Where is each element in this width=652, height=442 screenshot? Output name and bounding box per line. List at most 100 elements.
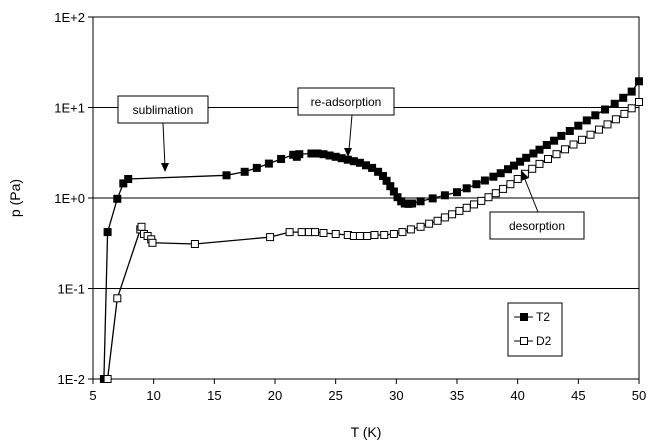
data-point-d2	[535, 159, 544, 168]
data-point-t2	[550, 136, 559, 145]
data-point-d2	[635, 98, 643, 106]
data-point-d2	[389, 230, 398, 238]
data-point-t2	[462, 184, 471, 193]
annotations: sublimation re-adsorption desorption	[117, 87, 585, 240]
data-point-d2	[578, 135, 586, 144]
data-point-d2	[103, 375, 112, 383]
data-point-t2	[582, 116, 591, 125]
data-point-d2	[406, 225, 415, 234]
data-point-t2	[124, 175, 133, 183]
data-point-t2	[557, 131, 566, 140]
annotation-arrow	[523, 176, 539, 213]
data-point-d2	[370, 231, 379, 239]
x-tick-label: 40	[510, 388, 524, 403]
data-point-d2	[455, 206, 464, 215]
data-point-d2	[470, 200, 478, 209]
data-point-d2	[448, 210, 457, 219]
data-point-t2	[574, 121, 583, 130]
x-tick-label: 50	[632, 388, 646, 403]
y-axis-title: p (Pa)	[7, 179, 23, 217]
y-tick-label: 1E-2	[58, 372, 85, 387]
data-point-d2	[544, 155, 552, 163]
x-tick-label: 35	[450, 388, 464, 403]
data-point-d2	[552, 150, 561, 159]
data-point-d2	[433, 216, 442, 225]
data-point-t2	[522, 153, 531, 162]
data-point-t2	[103, 228, 112, 237]
x-axis-ticks: 5 10 15 20 25 30 35 40 45 50	[89, 379, 646, 403]
data-point-t2	[635, 77, 643, 86]
annotation-label: re-adsorption	[311, 95, 382, 109]
data-point-t2	[453, 188, 461, 197]
legend-box	[507, 302, 563, 357]
data-point-d2	[561, 145, 569, 154]
annotation-arrowhead	[521, 170, 529, 181]
annotation-box	[117, 95, 209, 124]
data-point-d2	[611, 115, 620, 124]
data-point-t2	[240, 167, 249, 176]
data-point-t2	[374, 167, 383, 176]
data-point-d2	[380, 231, 389, 239]
data-point-d2	[506, 180, 515, 189]
data-point-t2	[496, 169, 505, 178]
data-point-t2	[428, 194, 437, 203]
data-point-t2	[565, 127, 574, 135]
series-markers	[99, 77, 643, 383]
x-axis-title: T (K)	[351, 424, 382, 440]
annotation-desorption: desorption	[489, 170, 585, 240]
data-point-d2	[297, 228, 306, 237]
y-tick-label: 1E-1	[58, 282, 85, 297]
annotation-label: desorption	[509, 219, 565, 233]
data-point-d2	[477, 196, 486, 205]
annotation-arrowhead	[344, 148, 352, 157]
x-tick-label: 5	[89, 388, 96, 403]
legend-label-d2: D2	[536, 334, 552, 348]
data-point-d2	[113, 294, 122, 303]
data-point-t2	[610, 99, 619, 108]
annotation-re-adsorption: re-adsorption	[297, 87, 395, 157]
data-point-d2	[398, 228, 407, 237]
data-point-t2	[113, 194, 122, 203]
data-point-d2	[528, 164, 537, 173]
data-point-t2	[416, 197, 425, 206]
data-point-d2	[462, 203, 471, 212]
data-point-d2	[266, 233, 275, 242]
data-point-t2	[542, 141, 551, 149]
data-point-d2	[491, 189, 500, 198]
plot-area: 5 10 15 20 25 30 35 40 45 50 1E-2 1E-1 1E+0 1E+1 1E+2	[54, 10, 646, 403]
annotation-label: sublimation	[133, 103, 194, 117]
y-tick-label: 1E+2	[54, 10, 85, 25]
data-point-t2	[489, 172, 498, 181]
data-point-d2	[595, 125, 603, 134]
y-axis-ticks: 1E-2 1E-1 1E+0 1E+1 1E+2	[54, 10, 93, 387]
x-tick-label: 10	[146, 388, 160, 403]
data-point-d2	[319, 229, 328, 237]
data-point-d2	[190, 240, 199, 248]
data-point-t2	[277, 155, 286, 163]
y-tick-label: 1E+0	[54, 191, 85, 206]
annotation-box	[489, 211, 585, 240]
x-tick-label: 30	[389, 388, 403, 403]
annotation-sublimation: sublimation	[117, 95, 209, 172]
legend-label-t2: T2	[536, 310, 550, 324]
data-point-t2	[264, 159, 273, 168]
data-point-t2	[601, 105, 609, 114]
x-tick-label: 25	[328, 388, 342, 403]
data-point-d2	[569, 140, 578, 149]
legend-marker-t2	[520, 313, 528, 321]
data-point-d2	[285, 228, 294, 237]
data-point-t2	[591, 111, 600, 120]
data-point-d2	[425, 219, 434, 228]
data-point-d2	[440, 213, 449, 222]
data-point-t2	[535, 145, 544, 154]
annotation-arrowhead	[161, 163, 169, 172]
annotation-arrow	[162, 122, 166, 168]
data-point-t2	[619, 93, 628, 102]
x-tick-label: 45	[571, 388, 585, 403]
x-tick-label: 15	[207, 388, 221, 403]
data-point-t2	[119, 179, 128, 188]
data-point-d2	[416, 222, 425, 231]
data-point-d2	[627, 104, 636, 113]
data-point-d2	[137, 222, 146, 231]
